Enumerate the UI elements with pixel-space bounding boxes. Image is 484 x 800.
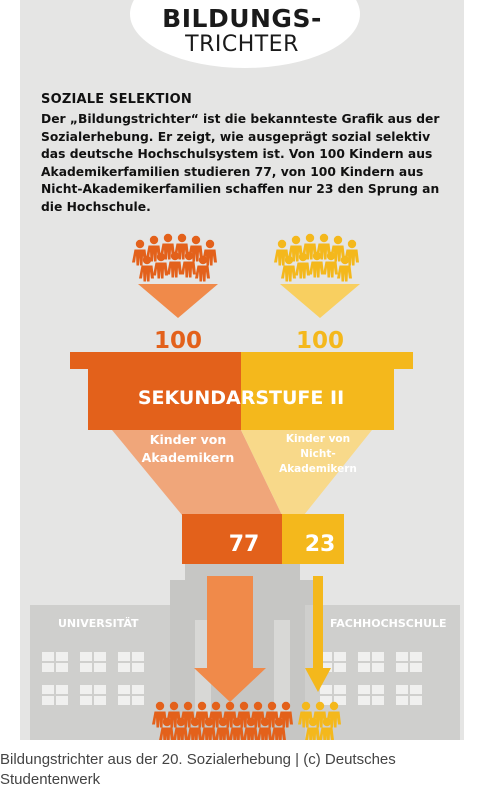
- funnel-top: [70, 352, 413, 430]
- fachhochschule-label: FACHHOCHSCHULE: [330, 617, 447, 630]
- university-label: UNIVERSITÄT: [58, 616, 139, 630]
- non-academic-output-box: [304, 514, 344, 564]
- non-academic-arrow: [305, 576, 331, 692]
- academic-children-group: [132, 233, 218, 318]
- title-line-2: TRICHTER: [185, 32, 299, 57]
- title-line-1: BILDUNGS-: [162, 4, 322, 33]
- intro-text: Der „Bildungstrichter“ ist die bekanntes…: [41, 112, 440, 214]
- academic-funnel-cone: [112, 430, 282, 515]
- stage-label: SEKUNDARSTUFE II: [138, 387, 344, 409]
- academic-arrow: [194, 576, 266, 702]
- non-academic-group-label-line-2: Nicht-: [300, 448, 335, 460]
- title: BILDUNGS- TRICHTER: [20, 0, 464, 70]
- academic-group-label-line-1: Kinder von: [150, 432, 226, 447]
- funnel-diagram: UNIVERSITÄT FACHHOCHSCHULE 100 100: [30, 233, 460, 740]
- academic-group-label-line-2: Akademikern: [142, 450, 235, 465]
- non-academic-group-label-line-1: Kinder von: [286, 433, 350, 445]
- academic-output-box: [182, 514, 282, 564]
- non-academic-funnel-cone: [241, 430, 372, 515]
- non-academic-children-group: [274, 233, 360, 318]
- intro-section: SOZIALE SELEKTION Der „Bildungstrichter“…: [41, 92, 451, 216]
- infographic-panel: BILDUNGS- TRICHTER SOZIALE SELEKTION Der…: [20, 0, 464, 740]
- academic-output-count: 77: [229, 532, 260, 557]
- non-academic-output-box-left: [282, 514, 304, 564]
- image-caption: Bildungstrichter aus der 20. Sozialerheb…: [0, 751, 396, 788]
- non-academic-output-count: 23: [305, 532, 336, 557]
- academic-input-count: 100: [154, 328, 202, 354]
- intro-heading: SOZIALE SELEKTION: [41, 92, 192, 107]
- non-academic-input-count: 100: [296, 328, 344, 354]
- non-academic-group-label-line-3: Akademikern: [279, 463, 357, 475]
